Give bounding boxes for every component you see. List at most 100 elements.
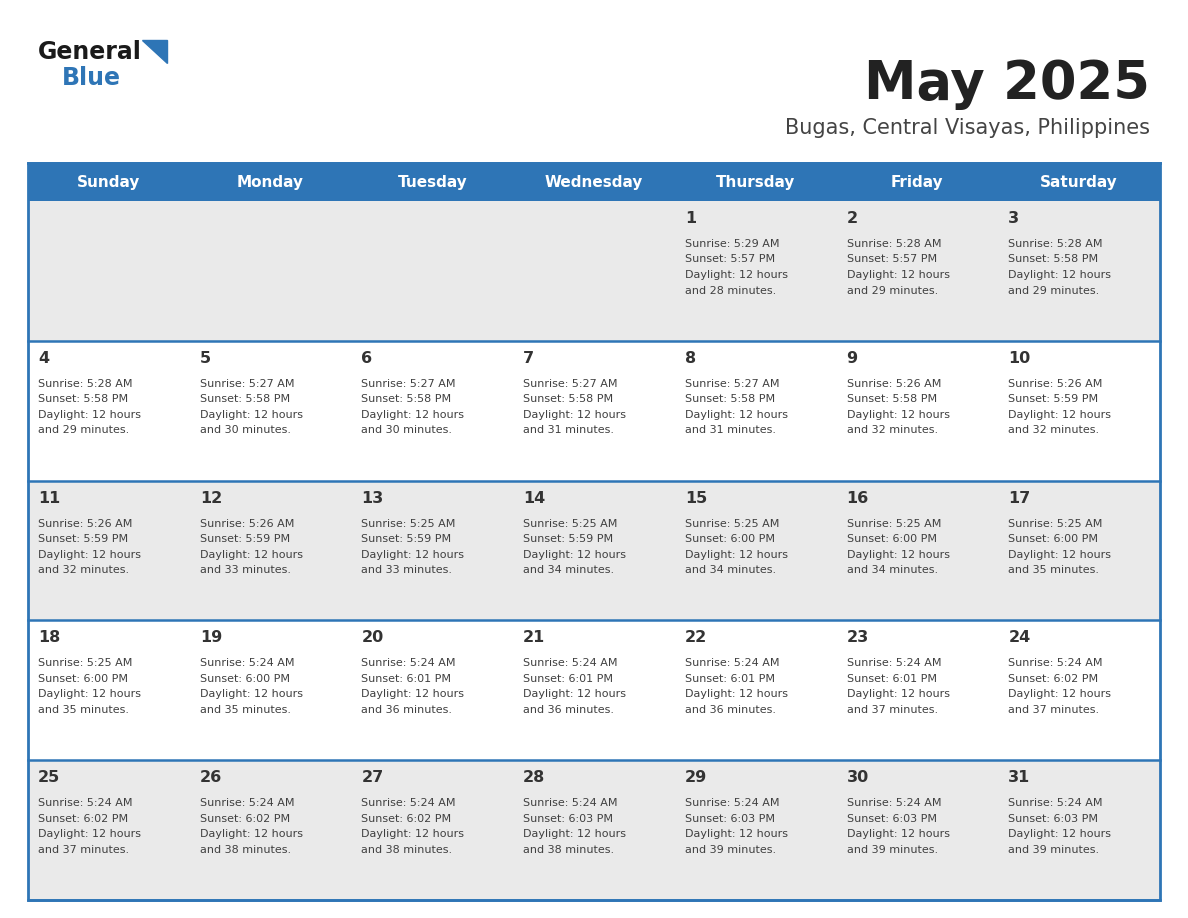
Text: and 37 minutes.: and 37 minutes. bbox=[1009, 705, 1099, 715]
Text: and 32 minutes.: and 32 minutes. bbox=[1009, 425, 1099, 435]
Text: Sunday: Sunday bbox=[77, 174, 140, 189]
Text: 13: 13 bbox=[361, 490, 384, 506]
Text: 11: 11 bbox=[38, 490, 61, 506]
Text: Daylight: 12 hours: Daylight: 12 hours bbox=[847, 270, 949, 280]
Text: 4: 4 bbox=[38, 351, 49, 365]
Text: Sunset: 5:59 PM: Sunset: 5:59 PM bbox=[523, 534, 613, 544]
Bar bbox=[675, 621, 836, 760]
Text: 25: 25 bbox=[38, 770, 61, 785]
Text: and 35 minutes.: and 35 minutes. bbox=[38, 705, 129, 715]
Text: and 36 minutes.: and 36 minutes. bbox=[523, 705, 614, 715]
Bar bbox=[29, 163, 1159, 900]
Bar bbox=[998, 481, 1159, 621]
Text: Sunset: 5:58 PM: Sunset: 5:58 PM bbox=[200, 395, 290, 404]
Text: 9: 9 bbox=[847, 351, 858, 365]
Text: Sunrise: 5:25 AM: Sunrise: 5:25 AM bbox=[361, 519, 456, 529]
Text: General: General bbox=[38, 40, 141, 64]
Text: Daylight: 12 hours: Daylight: 12 hours bbox=[684, 689, 788, 700]
Text: Daylight: 12 hours: Daylight: 12 hours bbox=[200, 829, 303, 839]
Text: Sunrise: 5:25 AM: Sunrise: 5:25 AM bbox=[684, 519, 779, 529]
Text: Daylight: 12 hours: Daylight: 12 hours bbox=[200, 409, 303, 420]
Text: 5: 5 bbox=[200, 351, 210, 365]
Text: Sunset: 5:58 PM: Sunset: 5:58 PM bbox=[361, 395, 451, 404]
Text: 1: 1 bbox=[684, 211, 696, 226]
Bar bbox=[513, 760, 675, 900]
Text: Sunset: 6:02 PM: Sunset: 6:02 PM bbox=[361, 813, 451, 823]
Text: Sunrise: 5:26 AM: Sunrise: 5:26 AM bbox=[1009, 379, 1102, 389]
Text: Sunrise: 5:24 AM: Sunrise: 5:24 AM bbox=[523, 658, 618, 668]
Text: Sunrise: 5:27 AM: Sunrise: 5:27 AM bbox=[200, 379, 295, 389]
Text: Daylight: 12 hours: Daylight: 12 hours bbox=[1009, 270, 1111, 280]
Text: Sunrise: 5:27 AM: Sunrise: 5:27 AM bbox=[523, 379, 618, 389]
Text: Sunrise: 5:25 AM: Sunrise: 5:25 AM bbox=[523, 519, 618, 529]
Polygon shape bbox=[143, 40, 168, 63]
Bar bbox=[675, 481, 836, 621]
Text: Sunset: 6:00 PM: Sunset: 6:00 PM bbox=[38, 674, 128, 684]
Text: Sunrise: 5:24 AM: Sunrise: 5:24 AM bbox=[38, 798, 133, 808]
Text: and 39 minutes.: and 39 minutes. bbox=[1009, 845, 1099, 855]
Bar bbox=[190, 481, 352, 621]
Bar bbox=[352, 481, 513, 621]
Text: Sunrise: 5:24 AM: Sunrise: 5:24 AM bbox=[684, 658, 779, 668]
Text: and 35 minutes.: and 35 minutes. bbox=[1009, 565, 1099, 575]
Text: 2: 2 bbox=[847, 211, 858, 226]
Bar bbox=[675, 760, 836, 900]
Bar bbox=[836, 201, 998, 341]
Text: Sunset: 5:58 PM: Sunset: 5:58 PM bbox=[847, 395, 936, 404]
Bar bbox=[352, 163, 513, 201]
Text: Sunset: 6:02 PM: Sunset: 6:02 PM bbox=[1009, 674, 1099, 684]
Text: Daylight: 12 hours: Daylight: 12 hours bbox=[523, 550, 626, 560]
Text: Sunrise: 5:24 AM: Sunrise: 5:24 AM bbox=[847, 658, 941, 668]
Text: Daylight: 12 hours: Daylight: 12 hours bbox=[847, 409, 949, 420]
Text: Sunset: 6:01 PM: Sunset: 6:01 PM bbox=[684, 674, 775, 684]
Bar bbox=[836, 760, 998, 900]
Bar bbox=[29, 481, 190, 621]
Bar bbox=[190, 341, 352, 481]
Text: Sunrise: 5:24 AM: Sunrise: 5:24 AM bbox=[1009, 658, 1102, 668]
Bar bbox=[836, 621, 998, 760]
Text: Daylight: 12 hours: Daylight: 12 hours bbox=[200, 689, 303, 700]
Text: Sunrise: 5:25 AM: Sunrise: 5:25 AM bbox=[847, 519, 941, 529]
Text: Sunset: 6:02 PM: Sunset: 6:02 PM bbox=[200, 813, 290, 823]
Text: and 36 minutes.: and 36 minutes. bbox=[361, 705, 453, 715]
Text: and 33 minutes.: and 33 minutes. bbox=[361, 565, 453, 575]
Text: Sunset: 5:59 PM: Sunset: 5:59 PM bbox=[361, 534, 451, 544]
Text: Sunset: 5:58 PM: Sunset: 5:58 PM bbox=[523, 395, 613, 404]
Text: Sunrise: 5:25 AM: Sunrise: 5:25 AM bbox=[38, 658, 132, 668]
Text: Daylight: 12 hours: Daylight: 12 hours bbox=[847, 689, 949, 700]
Text: and 39 minutes.: and 39 minutes. bbox=[847, 845, 937, 855]
Text: Sunset: 6:01 PM: Sunset: 6:01 PM bbox=[847, 674, 936, 684]
Text: and 39 minutes.: and 39 minutes. bbox=[684, 845, 776, 855]
Bar bbox=[836, 341, 998, 481]
Text: 10: 10 bbox=[1009, 351, 1030, 365]
Bar bbox=[513, 201, 675, 341]
Text: Daylight: 12 hours: Daylight: 12 hours bbox=[684, 550, 788, 560]
Text: Sunrise: 5:29 AM: Sunrise: 5:29 AM bbox=[684, 239, 779, 249]
Text: and 29 minutes.: and 29 minutes. bbox=[38, 425, 129, 435]
Text: Sunset: 5:59 PM: Sunset: 5:59 PM bbox=[1009, 395, 1099, 404]
Bar bbox=[836, 163, 998, 201]
Text: and 34 minutes.: and 34 minutes. bbox=[523, 565, 614, 575]
Bar bbox=[513, 481, 675, 621]
Text: Sunset: 5:59 PM: Sunset: 5:59 PM bbox=[38, 534, 128, 544]
Text: Daylight: 12 hours: Daylight: 12 hours bbox=[38, 829, 141, 839]
Text: Sunset: 6:01 PM: Sunset: 6:01 PM bbox=[361, 674, 451, 684]
Text: Daylight: 12 hours: Daylight: 12 hours bbox=[847, 550, 949, 560]
Text: Daylight: 12 hours: Daylight: 12 hours bbox=[1009, 409, 1111, 420]
Text: 6: 6 bbox=[361, 351, 373, 365]
Text: Bugas, Central Visayas, Philippines: Bugas, Central Visayas, Philippines bbox=[785, 118, 1150, 138]
Text: Daylight: 12 hours: Daylight: 12 hours bbox=[38, 409, 141, 420]
Bar bbox=[998, 201, 1159, 341]
Bar bbox=[190, 760, 352, 900]
Text: Sunset: 6:03 PM: Sunset: 6:03 PM bbox=[684, 813, 775, 823]
Text: and 38 minutes.: and 38 minutes. bbox=[200, 845, 291, 855]
Text: and 29 minutes.: and 29 minutes. bbox=[847, 285, 937, 296]
Text: and 32 minutes.: and 32 minutes. bbox=[38, 565, 129, 575]
Text: 30: 30 bbox=[847, 770, 868, 785]
Text: Sunrise: 5:28 AM: Sunrise: 5:28 AM bbox=[1009, 239, 1102, 249]
Bar bbox=[998, 621, 1159, 760]
Text: Saturday: Saturday bbox=[1041, 174, 1118, 189]
Bar bbox=[190, 201, 352, 341]
Text: Sunset: 6:02 PM: Sunset: 6:02 PM bbox=[38, 813, 128, 823]
Text: Daylight: 12 hours: Daylight: 12 hours bbox=[684, 409, 788, 420]
